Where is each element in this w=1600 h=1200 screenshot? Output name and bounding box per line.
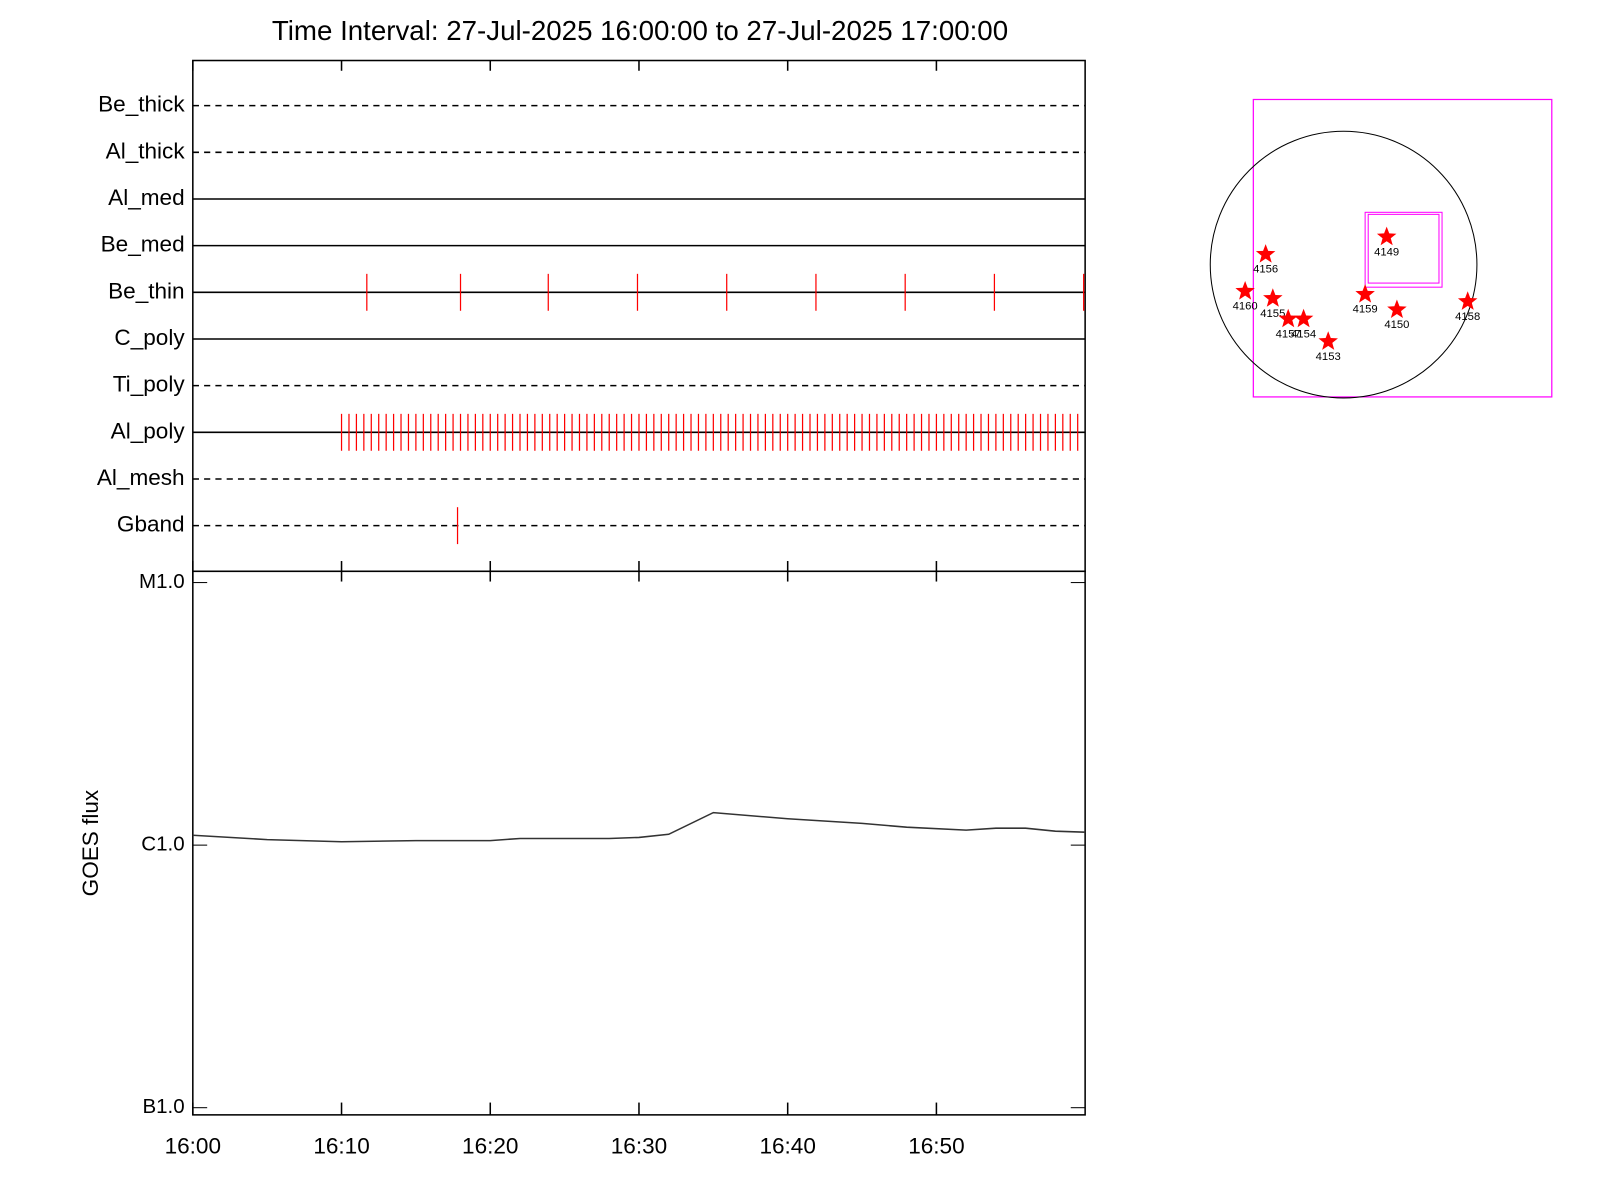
row-label: Al_poly	[111, 418, 186, 443]
row-label: C_poly	[114, 325, 185, 350]
bottom-panel-frame	[192, 570, 1086, 1116]
region-marker	[1293, 308, 1314, 328]
region-marker	[1376, 226, 1397, 246]
row-label: Gband	[117, 512, 185, 537]
x-tick-label: 16:00	[165, 1134, 221, 1159]
region-marker	[1387, 299, 1407, 319]
row-label: Be_thin	[108, 278, 184, 303]
row-label: Ti_poly	[113, 372, 186, 397]
region-label: 4156	[1253, 264, 1278, 276]
solar-disk	[1209, 130, 1478, 399]
region-marker	[1263, 288, 1283, 307]
region-label: 4154	[1291, 328, 1316, 340]
region-marker	[1278, 308, 1298, 328]
region-marker	[1255, 244, 1276, 263]
pointing-box	[1367, 213, 1440, 284]
row-label: Al_med	[108, 185, 184, 210]
region-label: 4150	[1384, 319, 1409, 331]
y-axis-label: GOES flux	[78, 789, 103, 896]
region-label: 4149	[1374, 246, 1399, 258]
x-tick-label: 16:20	[462, 1134, 518, 1159]
y-tick-label: C1.0	[141, 833, 184, 856]
region-label: 4158	[1455, 311, 1480, 323]
top-panel-frame	[192, 59, 1086, 573]
x-tick-label: 16:30	[611, 1134, 667, 1159]
region-marker	[1318, 331, 1338, 350]
pointing-box	[1364, 211, 1443, 288]
region-label: 4159	[1353, 304, 1378, 316]
region-label: 4157	[1276, 328, 1301, 340]
x-tick-label: 16:50	[908, 1134, 964, 1159]
region-label: 4155	[1260, 308, 1285, 320]
field-of-view	[1252, 98, 1553, 398]
y-tick-label: M1.0	[139, 570, 185, 593]
row-label: Be_thick	[98, 92, 185, 117]
row-label: Al_mesh	[97, 465, 185, 490]
row-label: Al_thick	[106, 138, 186, 163]
x-tick-label: 16:10	[313, 1134, 369, 1159]
x-tick-label: 16:40	[759, 1134, 815, 1159]
region-label: 4153	[1316, 351, 1341, 363]
region-marker	[1355, 284, 1375, 303]
y-tick-label: B1.0	[142, 1095, 184, 1118]
chart-title: Time Interval: 27-Jul-2025 16:00:00 to 2…	[272, 15, 1008, 46]
region-label: 4160	[1233, 301, 1258, 313]
goes-flux-line	[192, 811, 1086, 843]
region-marker	[1457, 291, 1478, 310]
row-label: Be_med	[101, 232, 185, 257]
region-marker	[1235, 281, 1255, 300]
